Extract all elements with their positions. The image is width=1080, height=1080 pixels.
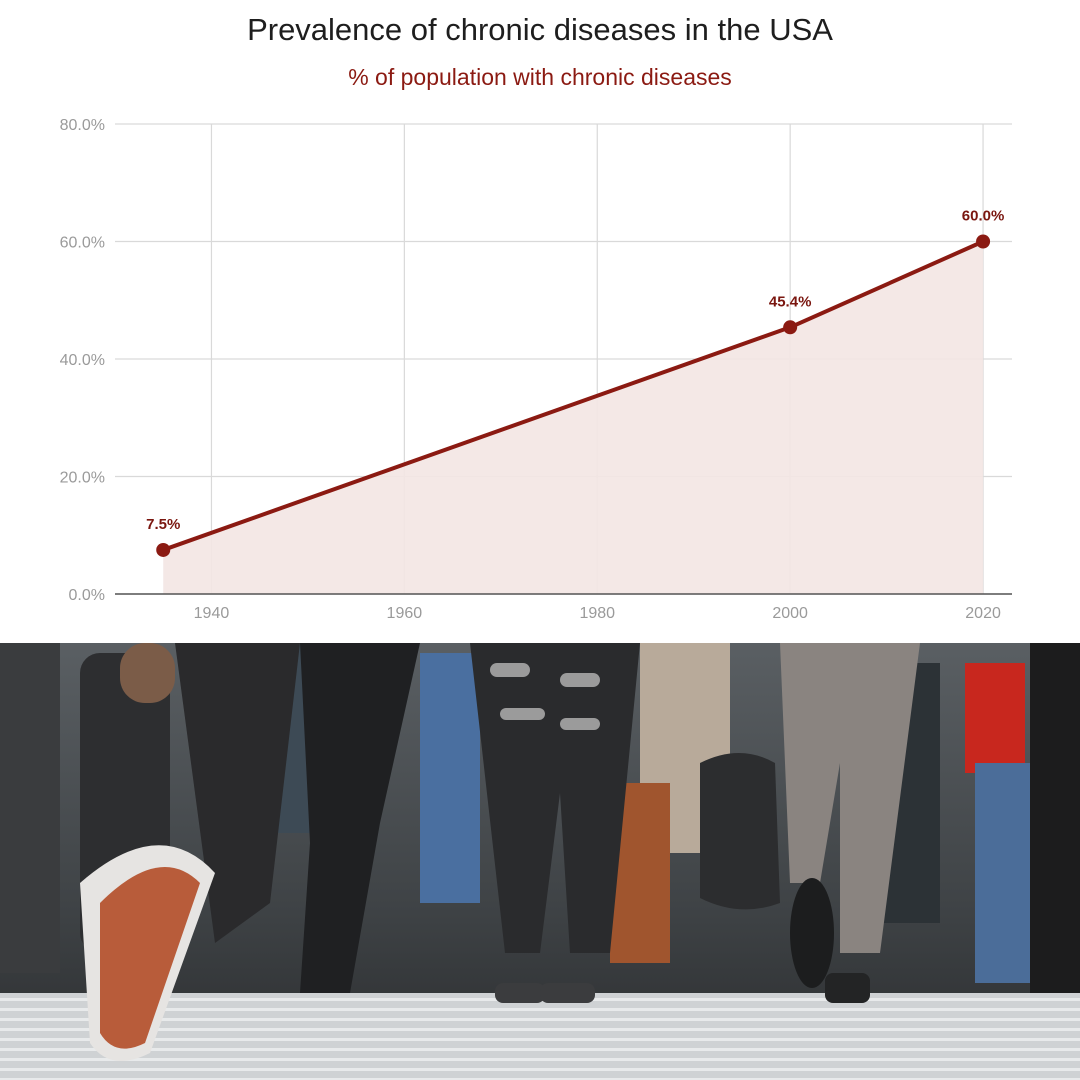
y-tick-label: 40.0% [60,352,105,369]
x-tick-label: 1960 [387,605,423,622]
data-point [976,234,991,249]
y-tick-label: 80.0% [60,117,105,134]
y-tick-label: 60.0% [60,235,105,252]
area-fill [163,241,984,594]
data-label: 45.4% [769,293,812,310]
data-label: 7.5% [146,516,180,533]
data-label: 60.0% [962,208,1005,225]
crowd-walking-photo-icon [0,643,1080,1080]
x-tick-label: 2020 [965,605,1001,622]
chart-title: Prevalence of chronic diseases in the US… [247,12,833,47]
x-tick-label: 2000 [772,605,808,622]
crowd-photo [0,643,1080,1080]
y-tick-label: 20.0% [60,470,105,487]
data-point [783,320,798,335]
data-point [156,542,171,557]
chart-subtitle: % of population with chronic diseases [348,64,732,90]
x-tick-label: 1940 [194,605,230,622]
y-tick-label: 0.0% [69,587,105,604]
x-tick-label: 1980 [579,605,615,622]
line-chart: 0.0% 20.0% 40.0% 60.0% 80.0% 1940 1960 1980 2000… [60,117,1012,622]
chart-panel: 0.0% 20.0% 40.0% 60.0% 80.0% 1940 1960 1980 2000… [59,12,1012,622]
